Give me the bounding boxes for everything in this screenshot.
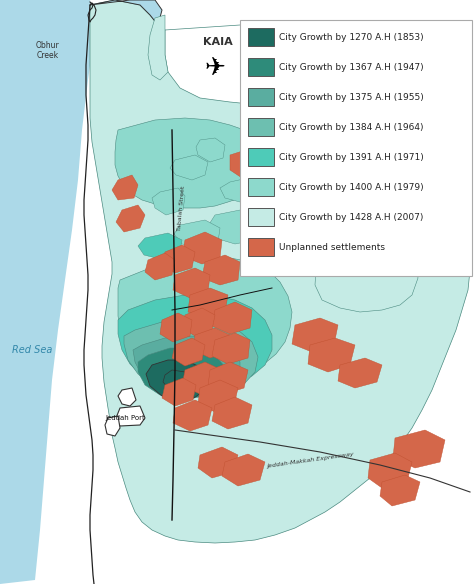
Polygon shape — [174, 220, 220, 248]
Polygon shape — [124, 320, 258, 395]
Text: City Growth by 1400 A.H (1979): City Growth by 1400 A.H (1979) — [279, 182, 424, 192]
Polygon shape — [163, 370, 188, 390]
Polygon shape — [220, 178, 250, 202]
Polygon shape — [212, 397, 252, 429]
Polygon shape — [0, 0, 95, 584]
Polygon shape — [368, 453, 412, 488]
Polygon shape — [152, 188, 185, 215]
Polygon shape — [338, 358, 382, 388]
Polygon shape — [118, 388, 136, 406]
Polygon shape — [173, 268, 210, 298]
Polygon shape — [173, 400, 212, 431]
Text: City Growth by 1384 A.H (1964): City Growth by 1384 A.H (1964) — [279, 123, 423, 131]
Polygon shape — [198, 447, 238, 478]
Polygon shape — [198, 380, 238, 412]
Polygon shape — [162, 378, 196, 406]
Polygon shape — [393, 430, 445, 468]
Polygon shape — [212, 333, 250, 364]
Text: Obhur
Creek: Obhur Creek — [36, 41, 60, 60]
Polygon shape — [292, 318, 338, 352]
Polygon shape — [90, 0, 162, 25]
Polygon shape — [118, 258, 292, 384]
Bar — [248, 28, 274, 46]
Polygon shape — [145, 253, 175, 280]
Polygon shape — [278, 125, 375, 168]
Bar — [248, 88, 274, 106]
Polygon shape — [116, 406, 145, 426]
Bar — [248, 118, 274, 136]
Polygon shape — [138, 233, 182, 260]
Text: City Growth by 1367 A.H (1947): City Growth by 1367 A.H (1947) — [279, 62, 424, 71]
Polygon shape — [390, 32, 435, 75]
Polygon shape — [188, 288, 228, 318]
Polygon shape — [115, 118, 272, 208]
FancyBboxPatch shape — [240, 20, 472, 276]
Text: Red Sea: Red Sea — [12, 345, 52, 355]
Polygon shape — [105, 416, 120, 436]
Polygon shape — [196, 138, 225, 162]
Polygon shape — [118, 295, 272, 390]
Bar — [248, 58, 274, 76]
Polygon shape — [162, 245, 195, 273]
Polygon shape — [138, 348, 225, 399]
Polygon shape — [148, 15, 168, 80]
Text: City Growth by 1270 A.H (1853): City Growth by 1270 A.H (1853) — [279, 33, 424, 41]
Polygon shape — [193, 328, 230, 358]
Polygon shape — [165, 22, 395, 105]
Polygon shape — [182, 362, 222, 394]
Bar — [248, 238, 274, 256]
Bar — [248, 148, 274, 166]
Text: Unplanned settlements: Unplanned settlements — [279, 242, 385, 252]
Polygon shape — [182, 308, 215, 336]
Polygon shape — [315, 245, 418, 312]
Text: Tabalah Street: Tabalah Street — [176, 185, 185, 231]
Text: City Growth by 1375 A.H (1955): City Growth by 1375 A.H (1955) — [279, 92, 424, 102]
Polygon shape — [112, 175, 138, 200]
Polygon shape — [222, 454, 265, 486]
Polygon shape — [280, 142, 318, 170]
Bar — [248, 178, 274, 196]
Polygon shape — [160, 313, 192, 342]
Text: City Growth by 1391 A.H (1971): City Growth by 1391 A.H (1971) — [279, 152, 424, 162]
Polygon shape — [172, 338, 205, 366]
Polygon shape — [202, 255, 240, 285]
Polygon shape — [380, 475, 420, 506]
Polygon shape — [230, 148, 265, 180]
Polygon shape — [90, 0, 470, 543]
Polygon shape — [146, 360, 208, 400]
Text: City Growth by 1428 A.H (2007): City Growth by 1428 A.H (2007) — [279, 213, 423, 221]
Polygon shape — [182, 232, 222, 264]
Polygon shape — [170, 155, 208, 180]
Polygon shape — [208, 362, 248, 394]
Bar — [248, 208, 274, 226]
Text: Jeddah-Makkah Expressway: Jeddah-Makkah Expressway — [266, 452, 354, 469]
Polygon shape — [242, 172, 285, 204]
Polygon shape — [308, 338, 355, 372]
Text: Jeddah Port: Jeddah Port — [105, 415, 145, 421]
Polygon shape — [208, 210, 265, 244]
Text: ✈: ✈ — [204, 56, 226, 80]
Text: KAIA: KAIA — [203, 37, 233, 47]
Polygon shape — [133, 336, 240, 396]
Polygon shape — [116, 205, 145, 232]
Polygon shape — [212, 302, 252, 334]
